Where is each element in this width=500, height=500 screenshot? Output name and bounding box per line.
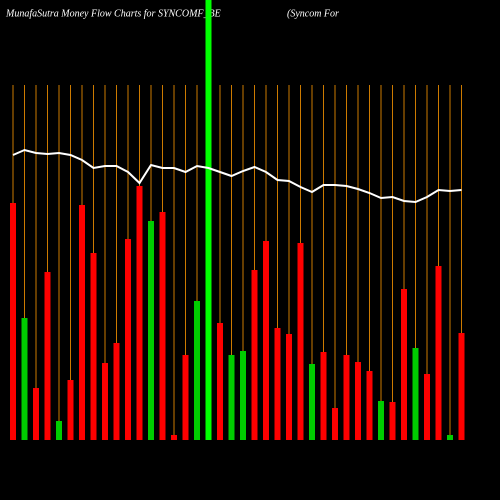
bar — [79, 205, 85, 440]
money-flow-line — [12, 148, 462, 204]
bar — [113, 343, 120, 440]
bar — [136, 186, 143, 440]
bar — [240, 351, 246, 440]
bar — [217, 323, 223, 440]
bar — [343, 355, 350, 440]
chart-subtitle: (Syncom For — [287, 8, 339, 19]
bar — [332, 408, 338, 440]
bar — [159, 212, 166, 440]
bar — [435, 266, 442, 440]
bar — [366, 371, 373, 440]
bar — [355, 362, 361, 440]
bar — [102, 363, 108, 440]
bar — [90, 253, 97, 440]
bar — [44, 272, 51, 440]
bar — [401, 289, 407, 440]
bar — [389, 402, 396, 440]
bar — [171, 435, 177, 440]
bar — [297, 243, 304, 440]
bar — [21, 318, 28, 440]
bar — [412, 348, 419, 440]
bar — [228, 355, 235, 440]
bar — [320, 352, 327, 440]
bar — [205, 0, 212, 440]
bar — [458, 333, 465, 440]
bar — [10, 203, 16, 440]
bar — [286, 334, 292, 440]
bar — [33, 388, 39, 440]
bar — [194, 301, 200, 440]
bar — [182, 355, 189, 440]
bar — [309, 364, 315, 440]
bar — [378, 401, 384, 440]
bar — [148, 221, 154, 440]
chart-title: MunafaSutra Money Flow Charts for SYNCOM… — [5, 8, 221, 19]
bar — [447, 435, 453, 440]
bar — [424, 374, 430, 440]
bar — [274, 328, 281, 440]
bar — [263, 241, 269, 440]
bar — [67, 380, 74, 440]
bar — [251, 270, 258, 440]
bar — [125, 239, 131, 440]
bar — [56, 421, 62, 440]
